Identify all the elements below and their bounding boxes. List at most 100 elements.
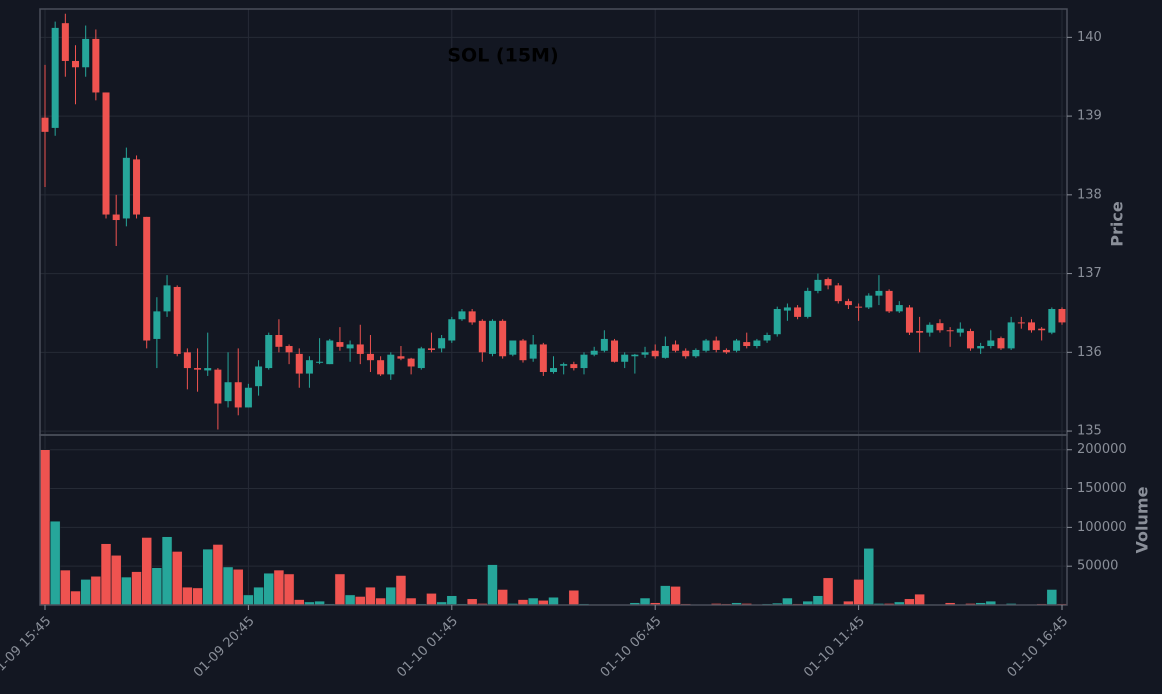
- volume-bar: [344, 594, 356, 606]
- volume-bar: [39, 449, 51, 606]
- volume-bar: [131, 571, 142, 606]
- candle-body: [377, 360, 385, 375]
- candle-body: [316, 361, 324, 363]
- y-tick-label: 139: [1077, 109, 1102, 124]
- candle-body: [194, 368, 202, 370]
- candle-body: [600, 338, 608, 351]
- candle-body: [387, 354, 395, 375]
- candle-body: [153, 311, 161, 339]
- candle-body: [529, 344, 537, 359]
- candle-body: [346, 344, 354, 349]
- volume-bar: [161, 536, 173, 606]
- volume-bar: [914, 593, 925, 606]
- candle-body: [1038, 328, 1046, 331]
- volume-bar: [395, 575, 407, 606]
- candle-body: [651, 350, 659, 357]
- candle-body: [885, 290, 893, 312]
- volume-bar: [446, 595, 458, 606]
- volume-bar: [182, 586, 193, 606]
- candle-body: [966, 331, 974, 349]
- y-axis-label: Price: [1108, 201, 1127, 247]
- candle-body: [478, 320, 486, 353]
- candle-body: [987, 340, 995, 347]
- candle-body: [1007, 322, 1015, 349]
- candle-body: [1017, 322, 1025, 324]
- candle-body: [997, 338, 1005, 349]
- candle-body: [275, 334, 283, 347]
- volume-bar: [822, 577, 834, 606]
- candle-body: [51, 27, 59, 128]
- volume-bar: [365, 586, 376, 606]
- volume-bar: [375, 597, 386, 606]
- candle-body: [356, 344, 364, 354]
- candle-body: [580, 354, 588, 369]
- volume-bar: [202, 548, 213, 606]
- y2-tick-label: 200000: [1077, 442, 1127, 457]
- candle-body: [631, 354, 639, 357]
- y-tick-label: 136: [1077, 345, 1102, 360]
- volume-bar: [80, 579, 91, 606]
- volume-bar: [90, 576, 102, 606]
- candle-body: [641, 352, 649, 355]
- volume-bar: [232, 569, 244, 606]
- candle-body: [773, 309, 781, 335]
- candle-body: [834, 285, 842, 302]
- candle-body: [1058, 309, 1066, 323]
- candle-body: [72, 60, 80, 68]
- volume-bar: [385, 586, 397, 606]
- volume-bar: [497, 589, 508, 606]
- candle-body: [956, 328, 964, 333]
- volume-bar: [853, 579, 864, 606]
- candle-body: [905, 307, 913, 333]
- volume-bar: [273, 569, 285, 606]
- volume-bar: [782, 597, 793, 606]
- candle-body: [814, 279, 822, 291]
- volume-bar: [670, 586, 681, 606]
- candle-body: [936, 323, 944, 331]
- candle-body: [417, 348, 425, 369]
- volume-bar: [253, 586, 264, 606]
- volume-bar: [222, 566, 234, 606]
- volume-bar: [527, 597, 539, 606]
- candle-body: [712, 340, 720, 350]
- volume-bar: [70, 590, 81, 606]
- candle-body: [672, 344, 680, 351]
- candle-body: [895, 305, 903, 312]
- volume-bar: [110, 555, 122, 606]
- candle-body: [224, 382, 232, 402]
- volume-bar: [355, 596, 366, 606]
- candle-body: [255, 366, 263, 387]
- candle-body: [865, 295, 873, 308]
- candle-body: [824, 279, 832, 286]
- volume-bar: [60, 569, 71, 606]
- y2-tick-label: 100000: [1077, 520, 1127, 535]
- candle-body: [763, 334, 771, 341]
- candle-body: [926, 324, 934, 333]
- volume-bar: [639, 597, 651, 606]
- candle-body: [570, 364, 578, 369]
- volume-bar: [660, 585, 671, 606]
- candle-body: [621, 354, 629, 362]
- candle-body: [682, 350, 690, 357]
- candle-body: [560, 364, 568, 366]
- candle-body: [1027, 322, 1035, 331]
- volume-bar: [466, 598, 478, 606]
- candle-body: [82, 38, 90, 68]
- candle-body: [468, 311, 476, 323]
- candle-body: [977, 346, 985, 349]
- volume-bar: [548, 596, 559, 606]
- candle-body: [265, 334, 273, 369]
- candle-body: [41, 117, 49, 132]
- volume-bar: [405, 597, 417, 606]
- candle-body: [692, 349, 700, 357]
- y-tick-label: 137: [1077, 266, 1102, 281]
- candle-body: [916, 331, 924, 333]
- volume-bar: [192, 587, 203, 606]
- volume-bar: [212, 544, 224, 606]
- volume-bar: [283, 573, 295, 606]
- candle-body: [844, 301, 852, 306]
- candle-body: [458, 311, 466, 320]
- candle-body: [143, 216, 151, 341]
- volume-bar: [517, 599, 529, 606]
